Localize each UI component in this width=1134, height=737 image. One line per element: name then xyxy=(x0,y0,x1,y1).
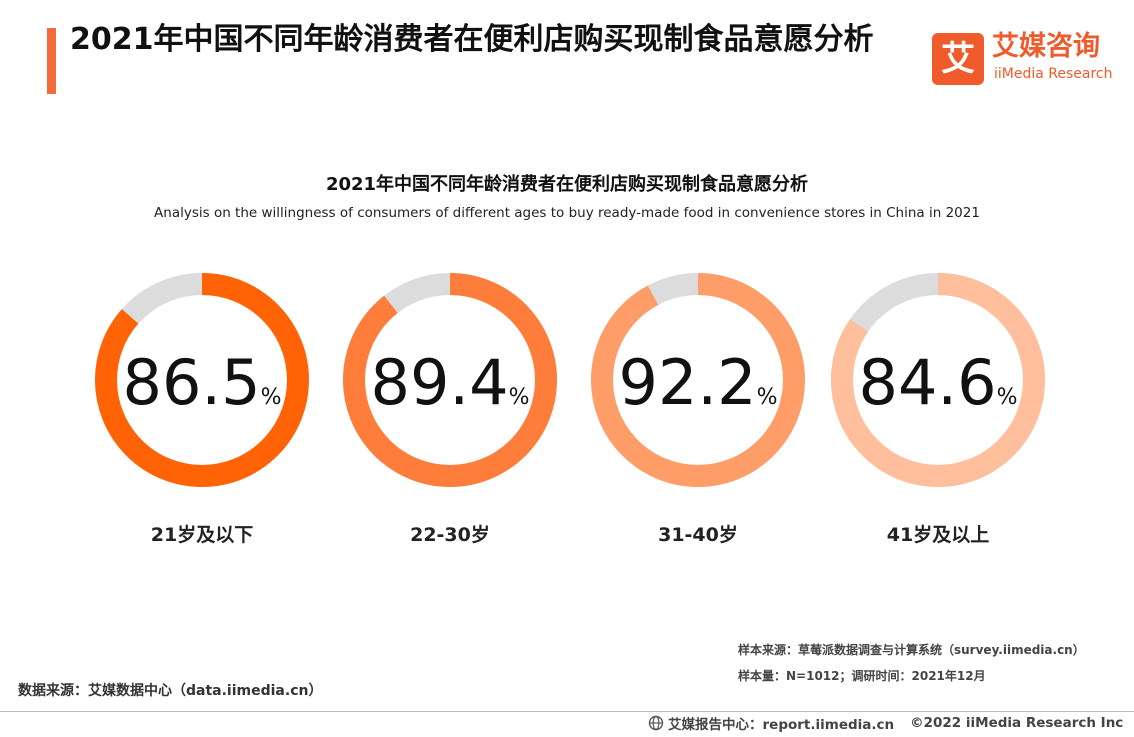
donut-value-arc xyxy=(831,273,1045,487)
donut-value-label: 89.4% xyxy=(371,346,530,419)
donut-ring: 89.4% xyxy=(343,273,557,487)
footer-copyright: ©2022 iiMedia Research Inc xyxy=(910,715,1124,731)
footer-report-center-link[interactable]: 艾媒报告中心：report.iimedia.cn xyxy=(668,717,895,733)
chart-title: 2021年中国不同年龄消费者在便利店购买现制食品意愿分析 xyxy=(325,174,809,195)
footer: 艾媒报告中心：report.iimedia.cn ©2022 iiMedia R… xyxy=(648,714,1124,733)
globe-icon xyxy=(648,715,664,731)
donut-value-label: 92.2% xyxy=(619,346,778,419)
donut-ring: 86.5% xyxy=(95,273,309,487)
sample-size-note: 样本量：N=1012；调研时间：2021年12月 xyxy=(738,669,986,683)
logo-name-en: iiMedia Research xyxy=(994,66,1113,82)
donut-value-arc xyxy=(591,273,805,487)
chart-subtitle: Analysis on the willingness of consumers… xyxy=(154,205,980,221)
brand-logo: 艾 艾媒咨询 iiMedia Research xyxy=(932,29,1122,89)
category-label: 41岁及以上 xyxy=(886,524,990,546)
category-label: 22-30岁 xyxy=(410,524,490,546)
donut-charts: 86.5% 89.4% 92.2% 84.6% xyxy=(95,273,1045,487)
category-label: 21岁及以下 xyxy=(150,524,254,546)
donut-ring: 92.2% xyxy=(591,273,805,487)
donut-value-label: 86.5% xyxy=(123,346,282,419)
donut-value-label: 84.6% xyxy=(859,346,1018,419)
donut-value-arc xyxy=(95,273,309,487)
sample-source-note: 样本来源：草莓派数据调查与计算系统（survey.iimedia.cn） xyxy=(738,643,1085,657)
donut-ring: 84.6% xyxy=(831,273,1045,487)
logo-mark-icon: 艾 xyxy=(932,33,984,85)
data-source: 数据来源：艾媒数据中心（data.iimedia.cn） xyxy=(18,683,323,699)
title-accent-bar xyxy=(47,28,56,94)
category-label: 31-40岁 xyxy=(658,524,738,546)
donut-value-arc xyxy=(343,273,557,487)
logo-name-cn: 艾媒咨询 xyxy=(992,31,1100,62)
page-title: 2021年中国不同年龄消费者在便利店购买现制食品意愿分析 xyxy=(70,22,874,57)
footer-divider xyxy=(0,711,1134,712)
